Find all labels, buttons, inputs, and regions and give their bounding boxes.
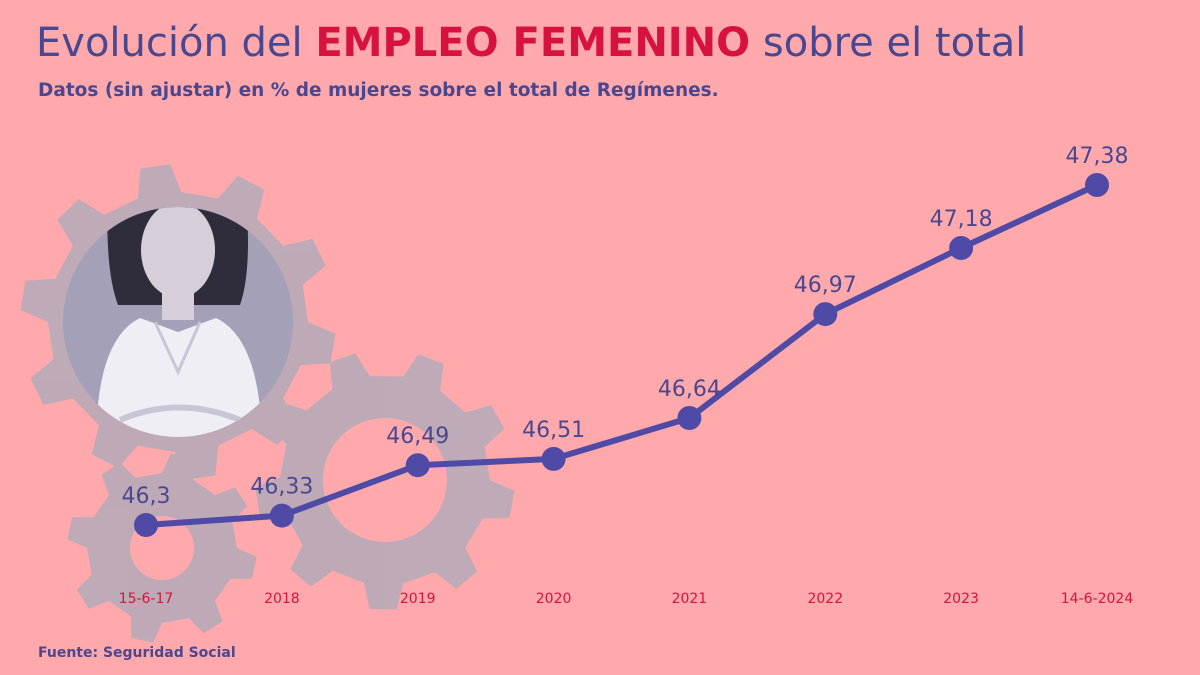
data-point [134, 513, 158, 537]
x-tick-label: 14-6-2024 [1061, 591, 1134, 607]
data-point [1085, 173, 1109, 197]
series-line [143, 182, 1100, 528]
data-label: 46,49 [386, 424, 449, 449]
data-point [541, 446, 566, 471]
x-tick-label: 15-6-17 [119, 591, 174, 607]
gear-icon-middle [255, 353, 515, 610]
x-tick-label: 2020 [536, 591, 572, 607]
x-tick-label: 2019 [400, 591, 436, 607]
data-label: 46,33 [250, 475, 313, 500]
x-axis-ticks: 15-6-17 2018 2019 2020 2021 2022 2023 14-6-2024 [119, 591, 1134, 607]
data-label: 46,97 [794, 273, 857, 298]
x-tick-label: 2023 [943, 591, 979, 607]
source-note: Fuente: Seguridad Social [38, 645, 236, 661]
x-tick-label: 2021 [672, 591, 708, 607]
gear-icon-small [67, 453, 257, 643]
woman-photo [63, 207, 293, 437]
data-point [949, 236, 974, 260]
chart-title: Evolución del EMPLEO FEMENINO sobre el t… [36, 20, 1026, 66]
data-point [677, 406, 702, 430]
data-labels: 46,3 46,33 46,49 46,51 46,64 46,97 47,18 47,38 [122, 144, 1129, 509]
x-tick-label: 2022 [807, 591, 843, 607]
data-label: 47,18 [930, 207, 993, 232]
title-highlight: EMPLEO FEMENINO [315, 20, 751, 66]
data-label: 47,38 [1066, 144, 1129, 169]
x-tick-label: 2018 [264, 591, 300, 607]
chart-subtitle: Datos (sin ajustar) en % de mujeres sobr… [38, 80, 719, 101]
gear-decoration [20, 164, 515, 643]
data-label: 46,51 [522, 418, 585, 443]
title-prefix: Evolución del [36, 20, 316, 66]
data-point [269, 503, 294, 528]
data-points [134, 173, 1109, 537]
data-label: 46,64 [658, 377, 721, 402]
data-point [405, 453, 430, 478]
data-label: 46,3 [122, 484, 171, 509]
title-suffix: sobre el total [750, 20, 1027, 66]
data-point [813, 302, 838, 327]
